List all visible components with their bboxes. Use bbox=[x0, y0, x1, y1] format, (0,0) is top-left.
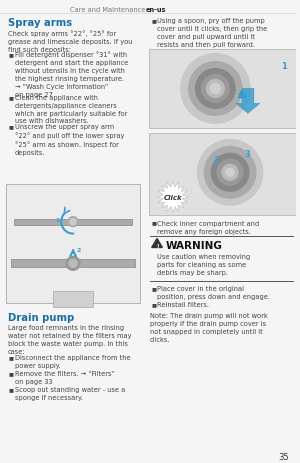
Text: 3: 3 bbox=[245, 150, 251, 159]
Circle shape bbox=[196, 69, 235, 109]
Text: 1: 1 bbox=[281, 62, 287, 70]
Text: Drain pump: Drain pump bbox=[8, 313, 74, 322]
Text: Disconnect the appliance from the
power supply.: Disconnect the appliance from the power … bbox=[15, 354, 130, 368]
Text: Scoop out standing water - use a
sponge if necessary.: Scoop out standing water - use a sponge … bbox=[15, 386, 125, 400]
Circle shape bbox=[197, 140, 262, 206]
Text: 2: 2 bbox=[213, 156, 219, 165]
Text: ■: ■ bbox=[151, 286, 156, 291]
Text: 1: 1 bbox=[55, 218, 59, 223]
Text: Note: The drain pump will not work
properly if the drain pump cover is
not snapp: Note: The drain pump will not work prope… bbox=[150, 313, 268, 343]
Text: Check spray arms °22°, °25° for
grease and limescale deposits. If you
find such : Check spray arms °22°, °25° for grease a… bbox=[8, 30, 132, 52]
Text: Clean the appliance with
detergents/appliance cleaners
which are particularly su: Clean the appliance with detergents/appl… bbox=[15, 94, 127, 124]
Circle shape bbox=[68, 217, 78, 227]
Text: ■: ■ bbox=[9, 51, 14, 56]
Text: Using a spoon, pry off the pump
cover until it clicks, then grip the
cover and p: Using a spoon, pry off the pump cover un… bbox=[157, 18, 267, 48]
Text: ■: ■ bbox=[9, 354, 14, 359]
Text: Click: Click bbox=[164, 194, 182, 200]
Circle shape bbox=[69, 260, 77, 268]
Circle shape bbox=[189, 63, 242, 116]
Text: Remove the filters. → “Filters”
on page 33: Remove the filters. → “Filters” on page … bbox=[15, 370, 115, 384]
Text: 35: 35 bbox=[279, 452, 289, 461]
Circle shape bbox=[210, 84, 220, 94]
Polygon shape bbox=[236, 89, 260, 114]
Text: ■: ■ bbox=[9, 124, 14, 129]
Circle shape bbox=[181, 55, 250, 124]
Polygon shape bbox=[11, 260, 135, 268]
Text: WARNING: WARNING bbox=[166, 240, 223, 250]
Text: ■: ■ bbox=[9, 94, 14, 100]
FancyBboxPatch shape bbox=[6, 184, 140, 303]
Text: Reinstall filters.: Reinstall filters. bbox=[157, 301, 209, 307]
Circle shape bbox=[217, 160, 243, 186]
FancyBboxPatch shape bbox=[53, 292, 93, 307]
Text: Care and Maintenance: Care and Maintenance bbox=[70, 7, 145, 13]
Circle shape bbox=[204, 147, 256, 199]
Circle shape bbox=[70, 219, 76, 225]
Circle shape bbox=[222, 165, 238, 181]
Text: Check inner compartment and
remove any foreign objects.: Check inner compartment and remove any f… bbox=[157, 220, 259, 234]
Text: Use caution when removing
parts for cleaning as some
debris may be sharp.: Use caution when removing parts for clea… bbox=[157, 254, 250, 275]
Text: ■: ■ bbox=[151, 18, 156, 23]
Text: Spray arms: Spray arms bbox=[8, 18, 72, 28]
Circle shape bbox=[202, 75, 229, 103]
FancyBboxPatch shape bbox=[149, 50, 296, 129]
Polygon shape bbox=[152, 239, 162, 248]
Text: en-us: en-us bbox=[146, 7, 167, 13]
Circle shape bbox=[226, 169, 234, 177]
Text: Unscrew the upper spray arm
°22° and pull off the lower spray
°25° arm as shown.: Unscrew the upper spray arm °22° and pul… bbox=[15, 124, 124, 156]
Polygon shape bbox=[14, 219, 132, 225]
Text: ■: ■ bbox=[151, 301, 156, 306]
Circle shape bbox=[206, 81, 224, 98]
Text: Place cover in the original
position, press down and engage.: Place cover in the original position, pr… bbox=[157, 286, 270, 300]
Text: ■: ■ bbox=[151, 220, 156, 225]
Text: ■: ■ bbox=[9, 386, 14, 391]
Text: !: ! bbox=[156, 244, 158, 249]
FancyBboxPatch shape bbox=[149, 134, 296, 215]
Circle shape bbox=[66, 257, 80, 271]
Text: Large food remnants in the rinsing
water not retained by the filters may
block t: Large food remnants in the rinsing water… bbox=[8, 324, 131, 354]
Text: 2: 2 bbox=[77, 247, 81, 252]
Polygon shape bbox=[157, 181, 189, 213]
Text: Fill detergent dispenser °31° with
detergent and start the appliance
without ute: Fill detergent dispenser °31° with deter… bbox=[15, 51, 128, 98]
Text: ■: ■ bbox=[9, 370, 14, 375]
Circle shape bbox=[211, 154, 249, 192]
